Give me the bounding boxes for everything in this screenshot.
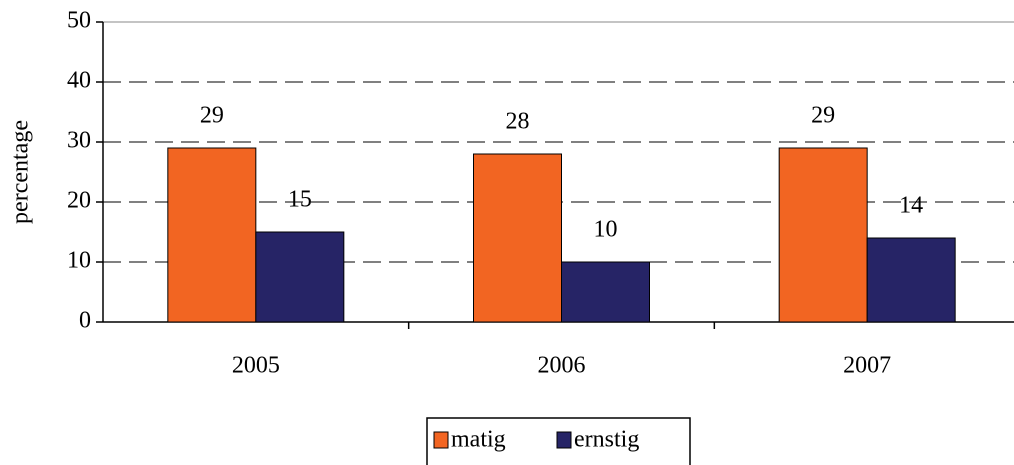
data-label: 14 xyxy=(899,193,923,219)
legend-label: ernstig xyxy=(574,427,639,453)
y-tick-label: 0 xyxy=(79,308,91,334)
bar xyxy=(778,147,868,323)
bar xyxy=(473,153,562,323)
data-label: 29 xyxy=(811,103,835,129)
y-axis-label: percentage xyxy=(8,120,34,224)
data-label: 29 xyxy=(200,103,224,129)
data-label: 15 xyxy=(288,187,312,213)
y-tick-label: 40 xyxy=(67,68,91,94)
y-tick-label: 30 xyxy=(67,128,91,154)
bar xyxy=(167,147,257,323)
data-label: 28 xyxy=(506,109,530,135)
legend-swatch xyxy=(433,431,449,449)
y-tick-label: 20 xyxy=(67,188,91,214)
legend-swatch xyxy=(556,431,572,449)
legend-label: matig xyxy=(451,427,506,453)
data-label: 10 xyxy=(594,217,618,243)
x-tick-label: 2007 xyxy=(843,353,891,379)
bar xyxy=(866,237,956,323)
y-tick-label: 50 xyxy=(67,8,91,34)
bar xyxy=(561,261,650,323)
x-tick-label: 2006 xyxy=(538,353,586,379)
bar xyxy=(255,231,345,323)
y-tick-label: 10 xyxy=(67,248,91,274)
x-tick-label: 2005 xyxy=(232,353,280,379)
